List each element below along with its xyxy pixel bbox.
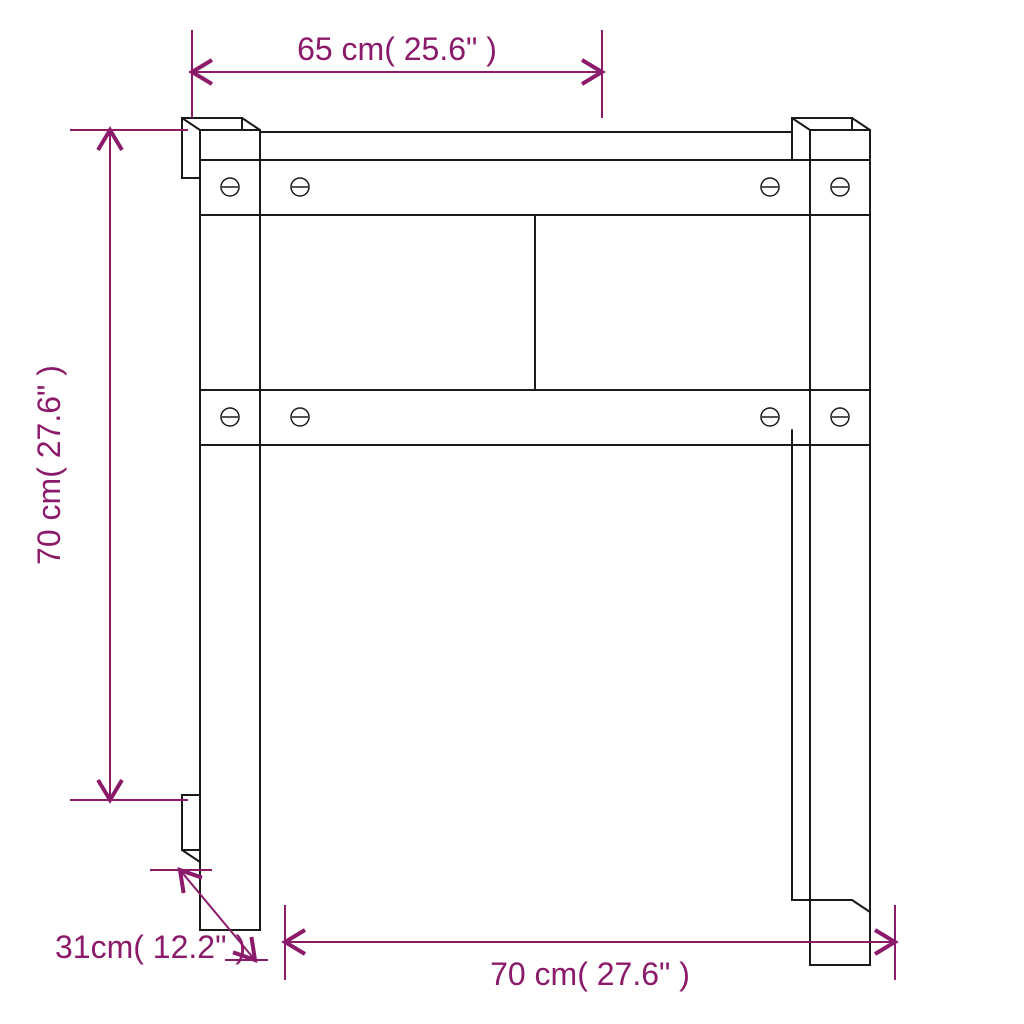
dim-left: 70 cm( 27.6" ) bbox=[31, 130, 188, 800]
dim-bottom-label: 70 cm( 27.6" ) bbox=[490, 956, 690, 992]
dim-left-label: 70 cm( 27.6" ) bbox=[31, 365, 67, 565]
dimension-diagram: 65 cm( 25.6" ) 70 cm( 27.6" ) 70 cm( 27.… bbox=[0, 0, 1024, 1024]
product-planter bbox=[182, 118, 870, 965]
dim-depth-label: 31cm( 12.2" ) bbox=[55, 929, 246, 965]
dim-top: 65 cm( 25.6" ) bbox=[192, 30, 602, 118]
dim-top-label: 65 cm( 25.6" ) bbox=[297, 31, 497, 67]
dim-bottom: 70 cm( 27.6" ) bbox=[285, 905, 895, 992]
